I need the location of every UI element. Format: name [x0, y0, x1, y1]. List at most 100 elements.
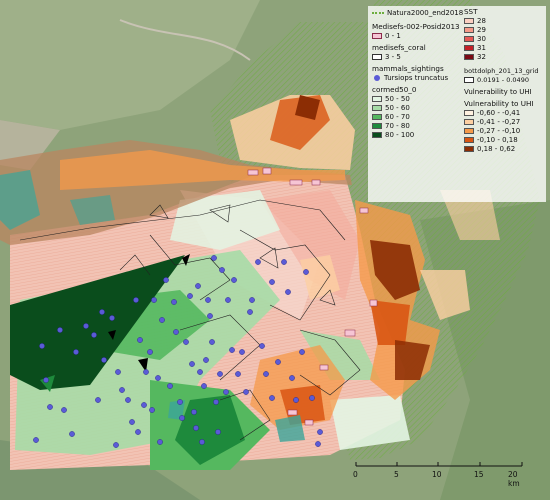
- vuln-line-label: Vulnerability to UHI: [464, 87, 532, 96]
- sighting-point[interactable]: [61, 407, 67, 413]
- sighting-point[interactable]: [239, 349, 245, 355]
- sighting-point[interactable]: [99, 309, 105, 315]
- sighting-point[interactable]: [33, 437, 39, 443]
- vuln-title: Vulnerability to UHI: [464, 99, 534, 108]
- cormed-50-60: [300, 330, 380, 380]
- sighting-point[interactable]: [303, 269, 309, 275]
- sighting-point[interactable]: [269, 279, 275, 285]
- sighting-point[interactable]: [129, 419, 135, 425]
- sighting-point[interactable]: [125, 397, 131, 403]
- sighting-point[interactable]: [269, 395, 275, 401]
- sighting-point[interactable]: [289, 375, 295, 381]
- sighting-point[interactable]: [191, 409, 197, 415]
- scale-label-15: 15: [474, 470, 484, 479]
- cormed-legend-rows: 50 - 50 50 - 60 60 - 70 70 - 80 80 - 100: [372, 94, 466, 139]
- sighting-point[interactable]: [177, 399, 183, 405]
- mammals-title: mammals_sightings: [372, 64, 444, 73]
- sighting-point[interactable]: [259, 343, 265, 349]
- sighting-point[interactable]: [183, 339, 189, 345]
- sighting-point[interactable]: [109, 315, 115, 321]
- sst-class-row: 32: [464, 52, 544, 61]
- sighting-point[interactable]: [57, 327, 63, 333]
- sighting-point[interactable]: [199, 439, 205, 445]
- sighting-point[interactable]: [147, 349, 153, 355]
- habitat-outlines: [19, 199, 361, 441]
- cormed-class-row: 80 - 100: [372, 130, 466, 139]
- sighting-point[interactable]: [143, 369, 149, 375]
- sighting-point[interactable]: [157, 439, 163, 445]
- sighting-point[interactable]: [255, 259, 261, 265]
- legend-tursiops: Tursiops truncatus: [372, 73, 466, 82]
- sighting-point[interactable]: [135, 429, 141, 435]
- sighting-point[interactable]: [151, 297, 157, 303]
- sighting-point[interactable]: [115, 369, 121, 375]
- sighting-point[interactable]: [219, 267, 225, 273]
- sighting-point[interactable]: [83, 323, 89, 329]
- sighting-point[interactable]: [281, 259, 287, 265]
- sighting-point[interactable]: [101, 357, 107, 363]
- sighting-point[interactable]: [285, 289, 291, 295]
- sighting-point[interactable]: [47, 404, 53, 410]
- sighting-point[interactable]: [215, 429, 221, 435]
- posid-swatch: [372, 32, 382, 39]
- sst-class-swatch: [464, 26, 474, 33]
- sighting-point[interactable]: [317, 429, 323, 435]
- sighting-point[interactable]: [193, 425, 199, 431]
- coral-patch: [168, 400, 185, 420]
- vuln-class-row: -0,60 - -0,41: [464, 108, 544, 117]
- sighting-point[interactable]: [205, 297, 211, 303]
- sighting-point[interactable]: [203, 357, 209, 363]
- sighting-point[interactable]: [69, 431, 75, 437]
- sighting-point[interactable]: [211, 255, 217, 261]
- sighting-point[interactable]: [201, 383, 207, 389]
- sighting-point[interactable]: [173, 329, 179, 335]
- cormed-50-50: [330, 395, 410, 450]
- sighting-point[interactable]: [207, 313, 213, 319]
- sighting-point[interactable]: [293, 397, 299, 403]
- sighting-point[interactable]: [195, 283, 201, 289]
- sighting-point[interactable]: [155, 375, 161, 381]
- sighting-point[interactable]: [189, 361, 195, 367]
- sighting-point[interactable]: [223, 389, 229, 395]
- sighting-point[interactable]: [275, 359, 281, 365]
- sighting-point[interactable]: [243, 389, 249, 395]
- sighting-point[interactable]: [231, 277, 237, 283]
- sighting-point[interactable]: [113, 442, 119, 448]
- sighting-point[interactable]: [299, 349, 305, 355]
- sighting-point[interactable]: [263, 371, 269, 377]
- sighting-point[interactable]: [159, 317, 165, 323]
- sighting-point[interactable]: [95, 397, 101, 403]
- sighting-point[interactable]: [315, 441, 321, 447]
- sighting-point[interactable]: [119, 387, 125, 393]
- sighting-point[interactable]: [249, 297, 255, 303]
- sighting-point[interactable]: [43, 377, 49, 383]
- sighting-point[interactable]: [187, 293, 193, 299]
- sst-class-swatch: [464, 35, 474, 42]
- sighting-point[interactable]: [39, 343, 45, 349]
- sighting-point[interactable]: [229, 347, 235, 353]
- sighting-point[interactable]: [179, 415, 185, 421]
- natura-label: Natura2000_end2018: [387, 8, 464, 17]
- cormed-class-label: 70 - 80: [385, 121, 410, 130]
- sighting-point[interactable]: [91, 332, 97, 338]
- sighting-point[interactable]: [235, 371, 241, 377]
- sighting-point[interactable]: [149, 407, 155, 413]
- sighting-point[interactable]: [225, 297, 231, 303]
- sighting-point[interactable]: [167, 383, 173, 389]
- sighting-point[interactable]: [141, 402, 147, 408]
- coral-title: medisefs_coral: [372, 43, 426, 52]
- sighting-point[interactable]: [171, 299, 177, 305]
- scale-label-20: 20 km: [508, 470, 520, 488]
- sighting-point[interactable]: [137, 337, 143, 343]
- sighting-point[interactable]: [133, 297, 139, 303]
- sighting-point[interactable]: [309, 395, 315, 401]
- sighting-point[interactable]: [197, 369, 203, 375]
- sighting-point[interactable]: [217, 371, 223, 377]
- vuln-class-swatch: [464, 109, 474, 116]
- sighting-point[interactable]: [247, 309, 253, 315]
- sighting-point[interactable]: [213, 399, 219, 405]
- sighting-point[interactable]: [163, 277, 169, 283]
- sighting-point[interactable]: [73, 349, 79, 355]
- sighting-point[interactable]: [209, 339, 215, 345]
